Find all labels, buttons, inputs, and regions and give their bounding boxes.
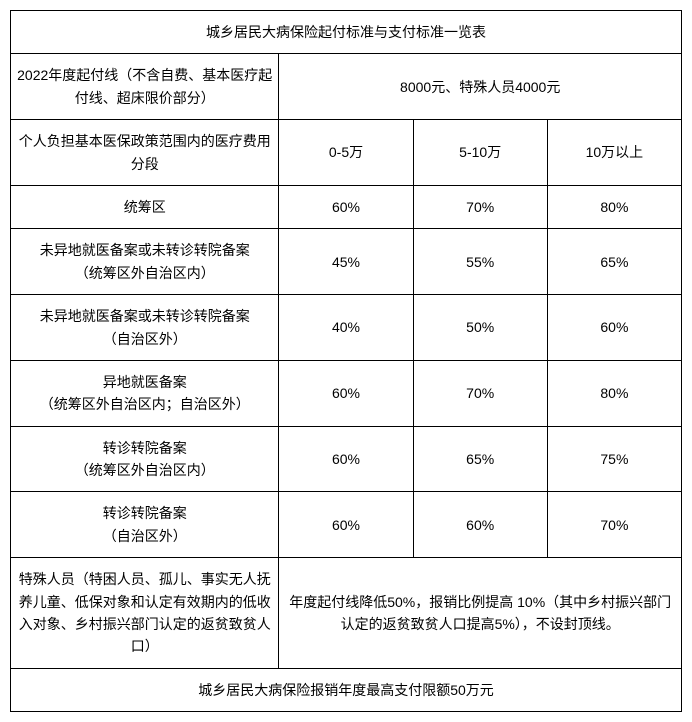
- row-value: 70%: [413, 360, 547, 426]
- row-value: 65%: [547, 229, 681, 295]
- bracket-header-label: 个人负担基本医保政策范围内的医疗费用分段: [11, 120, 279, 186]
- table-body: 城乡居民大病保险起付标准与支付标准一览表 2022年度起付线（不含自费、基本医疗…: [11, 11, 682, 712]
- bracket-2: 10万以上: [547, 120, 681, 186]
- bracket-header-row: 个人负担基本医保政策范围内的医疗费用分段 0-5万 5-10万 10万以上: [11, 120, 682, 186]
- row-value: 45%: [279, 229, 413, 295]
- data-row: 转诊转院备案（统筹区外自治区内）60%65%75%: [11, 426, 682, 492]
- deductible-label: 2022年度起付线（不含自费、基本医疗起付线、超床限价部分）: [11, 54, 279, 120]
- footer-text: 城乡居民大病保险报销年度最高支付限额50万元: [11, 668, 682, 711]
- footer-row: 城乡居民大病保险报销年度最高支付限额50万元: [11, 668, 682, 711]
- deductible-row: 2022年度起付线（不含自费、基本医疗起付线、超床限价部分） 8000元、特殊人…: [11, 54, 682, 120]
- row-value: 60%: [413, 492, 547, 558]
- insurance-table: 城乡居民大病保险起付标准与支付标准一览表 2022年度起付线（不含自费、基本医疗…: [10, 10, 682, 712]
- row-value: 60%: [279, 185, 413, 228]
- special-label: 特殊人员（特困人员、孤儿、事实无人抚养儿童、低保对象和认定有效期内的低收入对象、…: [11, 558, 279, 669]
- row-value: 70%: [413, 185, 547, 228]
- row-label: 转诊转院备案（自治区外）: [11, 492, 279, 558]
- row-value: 60%: [279, 492, 413, 558]
- bracket-1: 5-10万: [413, 120, 547, 186]
- deductible-value: 8000元、特殊人员4000元: [279, 54, 682, 120]
- row-value: 60%: [279, 360, 413, 426]
- row-label: 未异地就医备案或未转诊转院备案（自治区外）: [11, 295, 279, 361]
- row-value: 60%: [547, 295, 681, 361]
- row-label: 转诊转院备案（统筹区外自治区内）: [11, 426, 279, 492]
- row-value: 60%: [279, 426, 413, 492]
- row-value: 50%: [413, 295, 547, 361]
- data-row: 未异地就医备案或未转诊转院备案（统筹区外自治区内）45%55%65%: [11, 229, 682, 295]
- row-label: 未异地就医备案或未转诊转院备案（统筹区外自治区内）: [11, 229, 279, 295]
- title-row: 城乡居民大病保险起付标准与支付标准一览表: [11, 11, 682, 54]
- row-label: 统筹区: [11, 185, 279, 228]
- row-value: 65%: [413, 426, 547, 492]
- row-label: 异地就医备案（统筹区外自治区内；自治区外）: [11, 360, 279, 426]
- row-value: 40%: [279, 295, 413, 361]
- row-value: 75%: [547, 426, 681, 492]
- special-row: 特殊人员（特困人员、孤儿、事实无人抚养儿童、低保对象和认定有效期内的低收入对象、…: [11, 558, 682, 669]
- data-row: 异地就医备案（统筹区外自治区内；自治区外）60%70%80%: [11, 360, 682, 426]
- bracket-0: 0-5万: [279, 120, 413, 186]
- special-value: 年度起付线降低50%，报销比例提高 10%（其中乡村振兴部门认定的返贫致贫人口提…: [279, 558, 682, 669]
- row-value: 70%: [547, 492, 681, 558]
- row-value: 80%: [547, 360, 681, 426]
- data-row: 未异地就医备案或未转诊转院备案（自治区外）40%50%60%: [11, 295, 682, 361]
- row-value: 55%: [413, 229, 547, 295]
- row-value: 80%: [547, 185, 681, 228]
- data-row: 转诊转院备案（自治区外）60%60%70%: [11, 492, 682, 558]
- table-title: 城乡居民大病保险起付标准与支付标准一览表: [11, 11, 682, 54]
- data-row: 统筹区60%70%80%: [11, 185, 682, 228]
